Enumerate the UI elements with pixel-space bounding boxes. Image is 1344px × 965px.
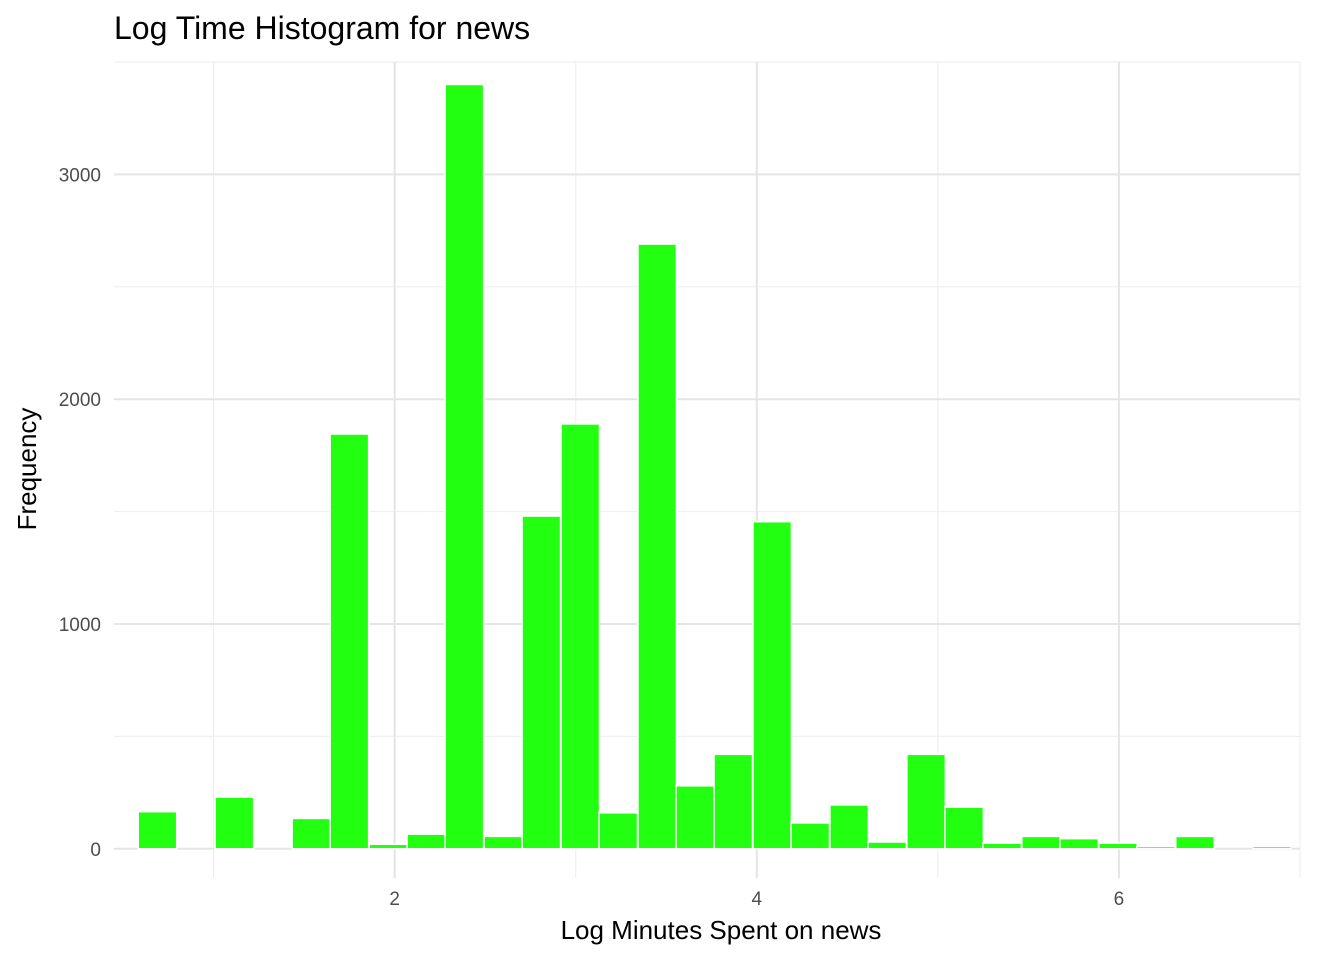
y-tick-label: 1000 <box>59 615 101 636</box>
histogram-bar <box>329 433 370 850</box>
histogram-bar <box>1251 845 1292 850</box>
histogram-bar <box>982 842 1023 850</box>
histogram-bar <box>829 804 870 850</box>
bar-layer <box>137 83 1292 850</box>
chart-title: Log Time Histogram for news <box>114 10 530 46</box>
histogram-bar <box>906 753 947 850</box>
y-axis-title: Frequency <box>12 408 42 531</box>
histogram-bar <box>598 812 639 850</box>
x-axis-title: Log Minutes Spent on news <box>561 915 882 945</box>
histogram-bar <box>521 515 562 850</box>
histogram-bar <box>368 843 409 850</box>
histogram-bar <box>483 835 524 850</box>
histogram-bar <box>637 243 678 850</box>
y-tick-label: 0 <box>90 840 101 861</box>
histogram-bar <box>291 817 332 850</box>
histogram-bar <box>1174 835 1215 850</box>
histogram-bar <box>214 796 255 850</box>
histogram-bar <box>713 753 754 850</box>
y-tick-label: 2000 <box>59 390 101 411</box>
histogram-bar <box>944 806 985 850</box>
histogram-bar <box>675 785 716 850</box>
histogram-bar <box>444 83 485 850</box>
histogram-bar <box>1021 835 1062 850</box>
histogram-bar <box>1098 842 1139 850</box>
histogram-bar <box>406 833 447 850</box>
tick-layer: 2 4 6 0 1000 2000 3000 <box>59 165 1125 910</box>
histogram-bar <box>790 822 831 850</box>
x-tick-label: 6 <box>1114 889 1125 910</box>
x-tick-label: 2 <box>389 889 400 910</box>
histogram-bar <box>560 423 601 850</box>
histogram-bar <box>1136 845 1177 850</box>
histogram-bar <box>1059 837 1100 850</box>
histogram-bar <box>867 841 908 850</box>
histogram-bar <box>752 520 793 850</box>
x-tick-label: 4 <box>752 889 763 910</box>
histogram-bar <box>137 810 178 850</box>
y-tick-label: 3000 <box>59 165 101 186</box>
